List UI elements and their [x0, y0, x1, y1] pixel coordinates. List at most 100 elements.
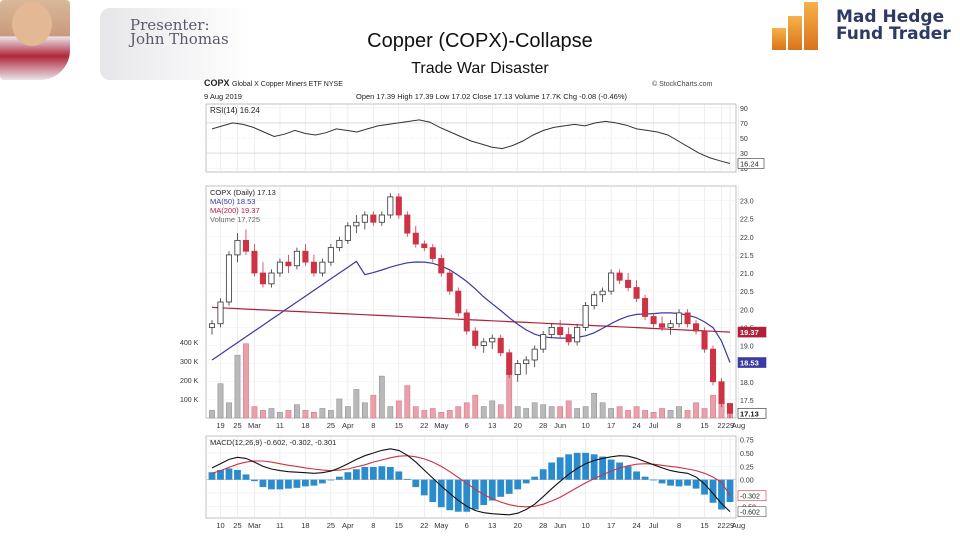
macd-histogram-bar — [539, 469, 547, 480]
volume-bar — [234, 354, 241, 419]
logo-line1: Mad Hedge — [836, 7, 945, 27]
candle-body — [293, 250, 300, 267]
price-tick-label: 23.0 — [740, 199, 754, 206]
macd-xtick-label: 29 — [726, 521, 734, 530]
macd-histogram-bar — [565, 454, 573, 480]
candle-body — [395, 196, 402, 216]
macd-histogram-bar — [633, 471, 640, 480]
price-tick-label: 19.0 — [740, 344, 754, 351]
rsi-tick-label: 30 — [740, 151, 748, 158]
candle-body — [217, 301, 224, 325]
candle-body — [310, 261, 317, 274]
price-tick-label: 21.5 — [740, 253, 754, 260]
macd-histogram-bar — [378, 466, 386, 480]
price-xtick-label: 8 — [677, 421, 681, 430]
macd-tick-label: 0.00 — [740, 478, 754, 485]
macd-histogram-bar — [463, 479, 471, 512]
price-xtick-label: 19 — [216, 421, 224, 430]
candle-body — [285, 261, 292, 267]
volume-bar — [294, 404, 300, 419]
candle-body — [701, 330, 708, 350]
candle-body — [548, 326, 555, 336]
macd-legend: MACD(12,26,9) -0.602, -0.302, -0.301 — [210, 438, 336, 447]
macd-histogram-bar — [497, 479, 505, 497]
candle-body — [565, 334, 572, 343]
macd-line — [211, 448, 731, 516]
macd-histogram-bar — [386, 466, 394, 480]
macd-xtick-label: 17 — [607, 521, 615, 530]
volume-bar — [404, 385, 411, 419]
macd-signal-line — [211, 455, 731, 508]
macd-histogram-bar — [285, 479, 292, 489]
price-xtick-label: 17 — [607, 421, 615, 430]
price-legend-item: MA(200) 19.37 — [210, 206, 260, 215]
price-label-ma50: 18.53 — [740, 359, 759, 368]
candle-body — [676, 312, 683, 325]
macd-histogram-bar — [514, 479, 522, 490]
volume-bar — [667, 410, 674, 419]
macd-histogram-bar — [446, 479, 454, 511]
chart-header-date: 9 Aug 2019 — [204, 92, 242, 101]
macd-histogram-bar — [352, 469, 360, 480]
presenter-face — [12, 2, 52, 46]
header-decoration — [100, 8, 250, 80]
macd-histogram-bar — [616, 462, 624, 480]
candle-body — [225, 254, 233, 303]
candle-body — [353, 221, 360, 227]
macd-histogram-bar — [641, 476, 649, 480]
price-xtick-label: 22 — [717, 421, 725, 430]
candle-body — [625, 279, 632, 288]
volume-bar — [582, 406, 589, 419]
macd-xtick-label: 22 — [420, 521, 428, 530]
slide-title: Copper (COPX)-Collapse — [367, 30, 593, 52]
volume-bar — [370, 394, 377, 419]
macd-histogram-bar — [650, 479, 657, 481]
price-xtick-label: Mar — [248, 421, 261, 430]
presenter-label: Presenter: — [130, 16, 210, 34]
macd-histogram-bar — [344, 472, 352, 480]
price-xtick-label: 15 — [700, 421, 708, 430]
macd-xtick-label: 8 — [371, 521, 375, 530]
volume-bar — [378, 375, 385, 419]
macd-histogram-bar — [599, 456, 607, 480]
macd-xtick-label: 13 — [488, 521, 496, 530]
candle-body — [574, 326, 581, 343]
macd-histogram-bar — [403, 478, 411, 480]
macd-histogram-bar — [259, 479, 267, 488]
price-xtick-label: 18 — [301, 421, 309, 430]
candle-body — [659, 323, 666, 328]
macd-histogram-bar — [225, 468, 233, 480]
price-xtick-label: 29 — [726, 421, 734, 430]
price-label-box-close — [737, 407, 767, 419]
macd-histogram-bar — [412, 479, 420, 488]
volume-bar — [429, 408, 436, 419]
price-tick-label: 22.0 — [740, 235, 754, 242]
volume-bar — [336, 398, 343, 419]
volume-bar — [701, 408, 708, 419]
brand-logo: Mad Hedge Fund Trader — [772, 2, 958, 50]
price-xtick-label: 20 — [514, 421, 522, 430]
volume-bar — [328, 410, 334, 419]
candle-body — [404, 214, 411, 234]
price-label-box-ma50 — [737, 357, 767, 368]
rsi-legend: RSI(14) 16.24 — [210, 106, 260, 115]
logo-line2: Fund Trader — [836, 24, 951, 44]
rsi-tick-label: 70 — [740, 121, 748, 128]
price-xtick-label: 22 — [420, 421, 428, 430]
candle-body — [387, 196, 394, 216]
volume-bar — [625, 410, 631, 419]
volume-bar — [472, 394, 479, 419]
volume-tick-label: 100 K — [180, 397, 199, 404]
candle-body — [370, 214, 377, 223]
candle-body — [259, 272, 266, 285]
macd-histogram-bar — [454, 479, 462, 512]
volume-bar — [684, 410, 691, 419]
macd-histogram-bar — [234, 469, 241, 480]
candle-body — [327, 247, 334, 263]
macd-histogram-bar — [726, 479, 734, 503]
stock-chart: COPX Global X Copper Miners ETF NYSE © Sto… — [180, 78, 767, 530]
macd-tick-label: 0.75 — [740, 438, 754, 445]
price-xtick-label: 6 — [465, 421, 469, 430]
volume-bar — [489, 400, 496, 419]
volume-bar — [514, 406, 521, 419]
